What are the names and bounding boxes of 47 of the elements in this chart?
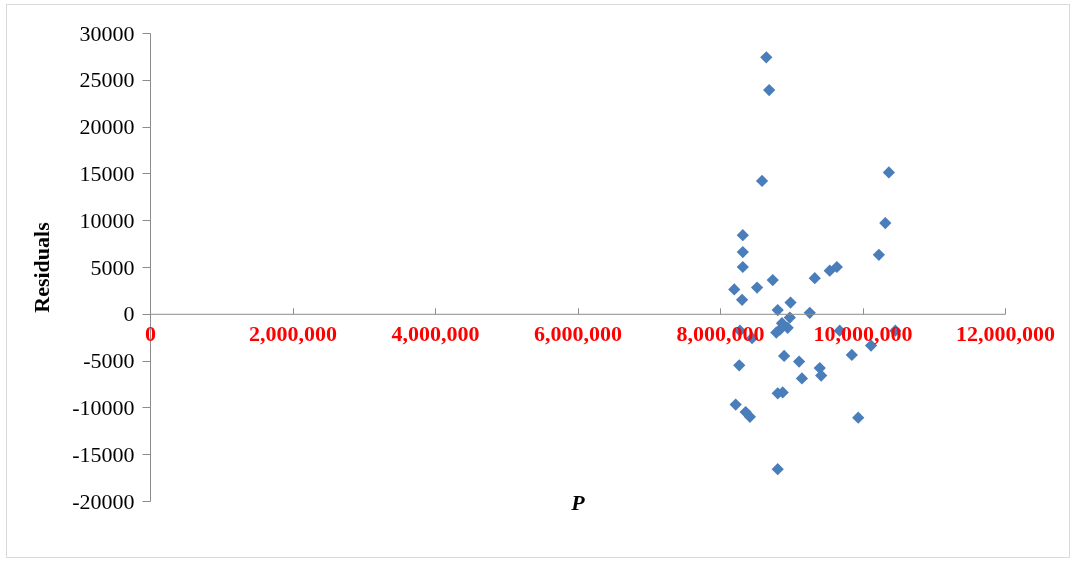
- point: [755, 174, 769, 188]
- y-tick-label: 25000: [79, 67, 135, 93]
- x-tick-label: 4,000,000: [391, 321, 480, 347]
- y-tick-label: 30000: [79, 20, 135, 46]
- point: [830, 260, 843, 274]
- point: [766, 273, 779, 287]
- point: [792, 355, 806, 368]
- point: [728, 283, 741, 296]
- y-tick-label: -5000: [83, 348, 135, 374]
- point: [763, 83, 776, 97]
- point: [784, 296, 797, 309]
- x-tick-label: 10,000,000: [813, 321, 913, 347]
- point: [845, 348, 858, 362]
- point: [750, 281, 764, 294]
- point: [882, 166, 895, 179]
- point: [778, 349, 791, 363]
- point: [736, 229, 749, 242]
- y-tick-label: 0: [123, 301, 135, 327]
- y-tick-label: -10000: [72, 394, 135, 420]
- y-tick-label: -15000: [72, 441, 135, 467]
- point: [733, 359, 746, 372]
- point: [743, 410, 757, 423]
- point: [760, 51, 773, 64]
- point: [735, 293, 749, 306]
- y-tick-label: 20000: [79, 114, 135, 140]
- point: [813, 361, 826, 375]
- point: [852, 411, 865, 424]
- point: [795, 372, 809, 385]
- x-tick-label: 6,000,000: [534, 321, 622, 347]
- point: [736, 260, 749, 274]
- x-axis-title: P: [570, 490, 586, 516]
- point: [872, 248, 886, 261]
- point: [729, 398, 742, 411]
- x-tick-label: 2,000,000: [249, 321, 337, 347]
- point: [879, 216, 892, 230]
- y-tick-label: 15000: [79, 160, 135, 186]
- y-tick-label: 10000: [79, 207, 135, 233]
- x-tick-label: 12,000,000: [956, 321, 1055, 347]
- point: [803, 306, 816, 319]
- x-tick-label: 0: [145, 321, 156, 347]
- y-axis-title: Residuals: [29, 221, 55, 313]
- point: [771, 303, 784, 317]
- point: [808, 272, 821, 285]
- point: [771, 463, 784, 476]
- y-tick-label: 5000: [90, 254, 135, 280]
- point: [736, 245, 749, 259]
- y-tick-label: -20000: [72, 488, 135, 514]
